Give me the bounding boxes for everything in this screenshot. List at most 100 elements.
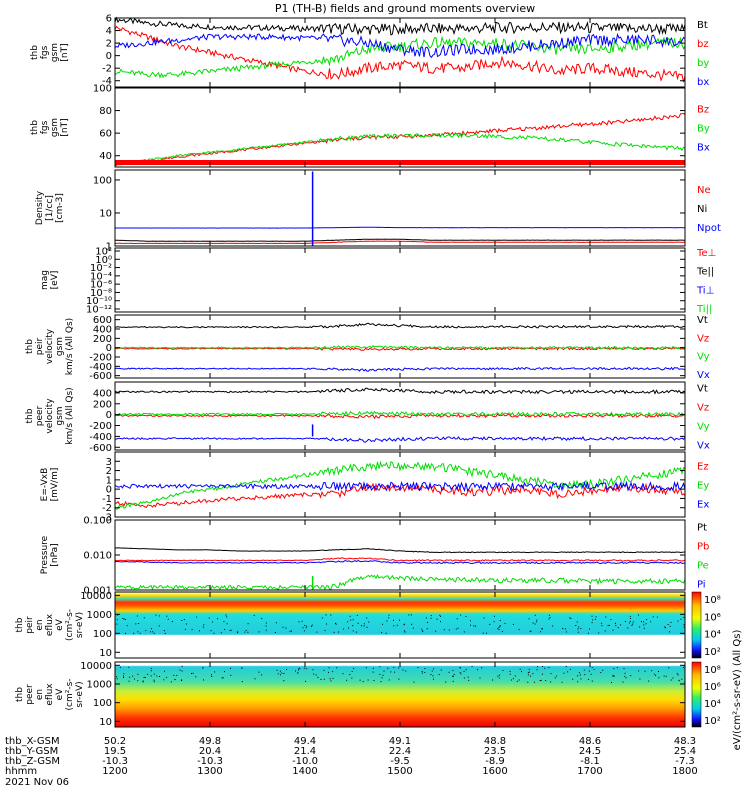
y-axis-label: en [35, 689, 45, 700]
speckle [512, 678, 514, 680]
speckle [237, 631, 239, 633]
speckle [435, 630, 437, 632]
y-axis-label: eV [55, 688, 65, 701]
y-tick-label: -200 [89, 421, 112, 432]
legend-entry-Vt: Vt [697, 384, 708, 395]
speckle [683, 624, 685, 626]
legend-entry-Ti||: Ti|| [696, 304, 712, 315]
speckle [125, 619, 127, 620]
speckle [184, 628, 186, 630]
speckle [335, 622, 336, 624]
series-line-Vx [114, 435, 686, 443]
speckle [512, 623, 514, 625]
speckle [176, 674, 178, 676]
speckle [164, 632, 166, 634]
speckle [683, 616, 685, 618]
speckle [669, 631, 670, 633]
speckle [385, 632, 387, 634]
y-axis-label: [nPa] [50, 543, 60, 566]
y-tick-label: 10⁻¹² [86, 305, 112, 316]
speckle [144, 676, 146, 678]
speckle [471, 665, 473, 667]
speckle [330, 614, 332, 616]
speckle [536, 621, 537, 623]
speckle [405, 670, 407, 672]
speckle [191, 673, 192, 674]
series-line-Pi [114, 560, 686, 565]
speckle [202, 626, 204, 628]
x-axis-value: 25.4 [674, 746, 696, 757]
panel-p2: thb fgs gsm [nT] 100 80 60 40 Bz By Bx [30, 84, 710, 168]
y-tick-label: -400 [89, 432, 112, 443]
speckle [289, 630, 291, 632]
speckle [624, 621, 626, 622]
speckle [421, 671, 423, 672]
speckle [381, 677, 383, 679]
speckle [683, 666, 684, 668]
colorbar-tick-label: 10⁴ [704, 630, 721, 641]
speckle [323, 678, 325, 680]
legend-entry-bx: bx [697, 77, 709, 88]
speckle [678, 679, 680, 681]
speckle [180, 679, 182, 681]
speckle [352, 630, 354, 632]
y-axis-label: peir [35, 337, 45, 355]
speckle [295, 670, 296, 672]
speckle [593, 668, 595, 670]
x-axis-value: 48.6 [579, 736, 601, 747]
speckle [572, 678, 574, 680]
speckle [136, 615, 138, 617]
speckle [351, 677, 353, 679]
speckle [497, 628, 499, 630]
speckle [498, 626, 500, 628]
speckle [424, 668, 426, 669]
speckle [158, 615, 160, 617]
speckle [116, 619, 118, 621]
y-axis-label: eflux [45, 613, 55, 636]
speckle [421, 628, 423, 630]
speckle [363, 625, 365, 627]
speckle [616, 667, 618, 669]
speckle [615, 625, 617, 627]
speckle [486, 632, 487, 634]
y-tick-label: 400 [93, 325, 112, 336]
speckle [452, 675, 453, 677]
speckle [680, 618, 682, 620]
speckle [426, 628, 428, 630]
speckle [433, 678, 434, 680]
speckle [656, 616, 658, 618]
panel-p10: thb peer en eflux eV (cm²-s-sr-eV) 10000 1000 10… [15, 661, 686, 728]
y-axis-label: [1/cc] [45, 195, 55, 221]
legend-entry-Ex: Ex [697, 500, 709, 511]
speckle [612, 675, 614, 677]
speckle [498, 677, 500, 679]
speckle [542, 666, 543, 667]
speckle [665, 627, 666, 629]
y-axis-label: fgs [40, 120, 50, 134]
y-tick-label: 2 [106, 39, 112, 50]
x-axis-row-label: hhmm [5, 766, 37, 777]
speckle [604, 630, 606, 632]
speckle [577, 681, 579, 683]
speckle [570, 618, 572, 619]
speckle [230, 667, 231, 669]
speckle [587, 632, 589, 634]
speckle [529, 630, 531, 632]
colorbar-tick-label: 10⁶ [704, 612, 721, 623]
speckle [583, 669, 585, 671]
speckle [365, 667, 367, 669]
speckle [323, 669, 325, 671]
speckle [643, 624, 645, 626]
speckle [117, 614, 119, 616]
speckle [602, 669, 604, 671]
speckle [676, 673, 678, 675]
speckle [624, 675, 626, 677]
speckle [650, 621, 652, 623]
speckle [537, 666, 538, 668]
speckle [164, 670, 165, 672]
speckle [683, 626, 685, 628]
x-axis-value: 1200 [102, 766, 127, 777]
speckle [514, 675, 516, 677]
